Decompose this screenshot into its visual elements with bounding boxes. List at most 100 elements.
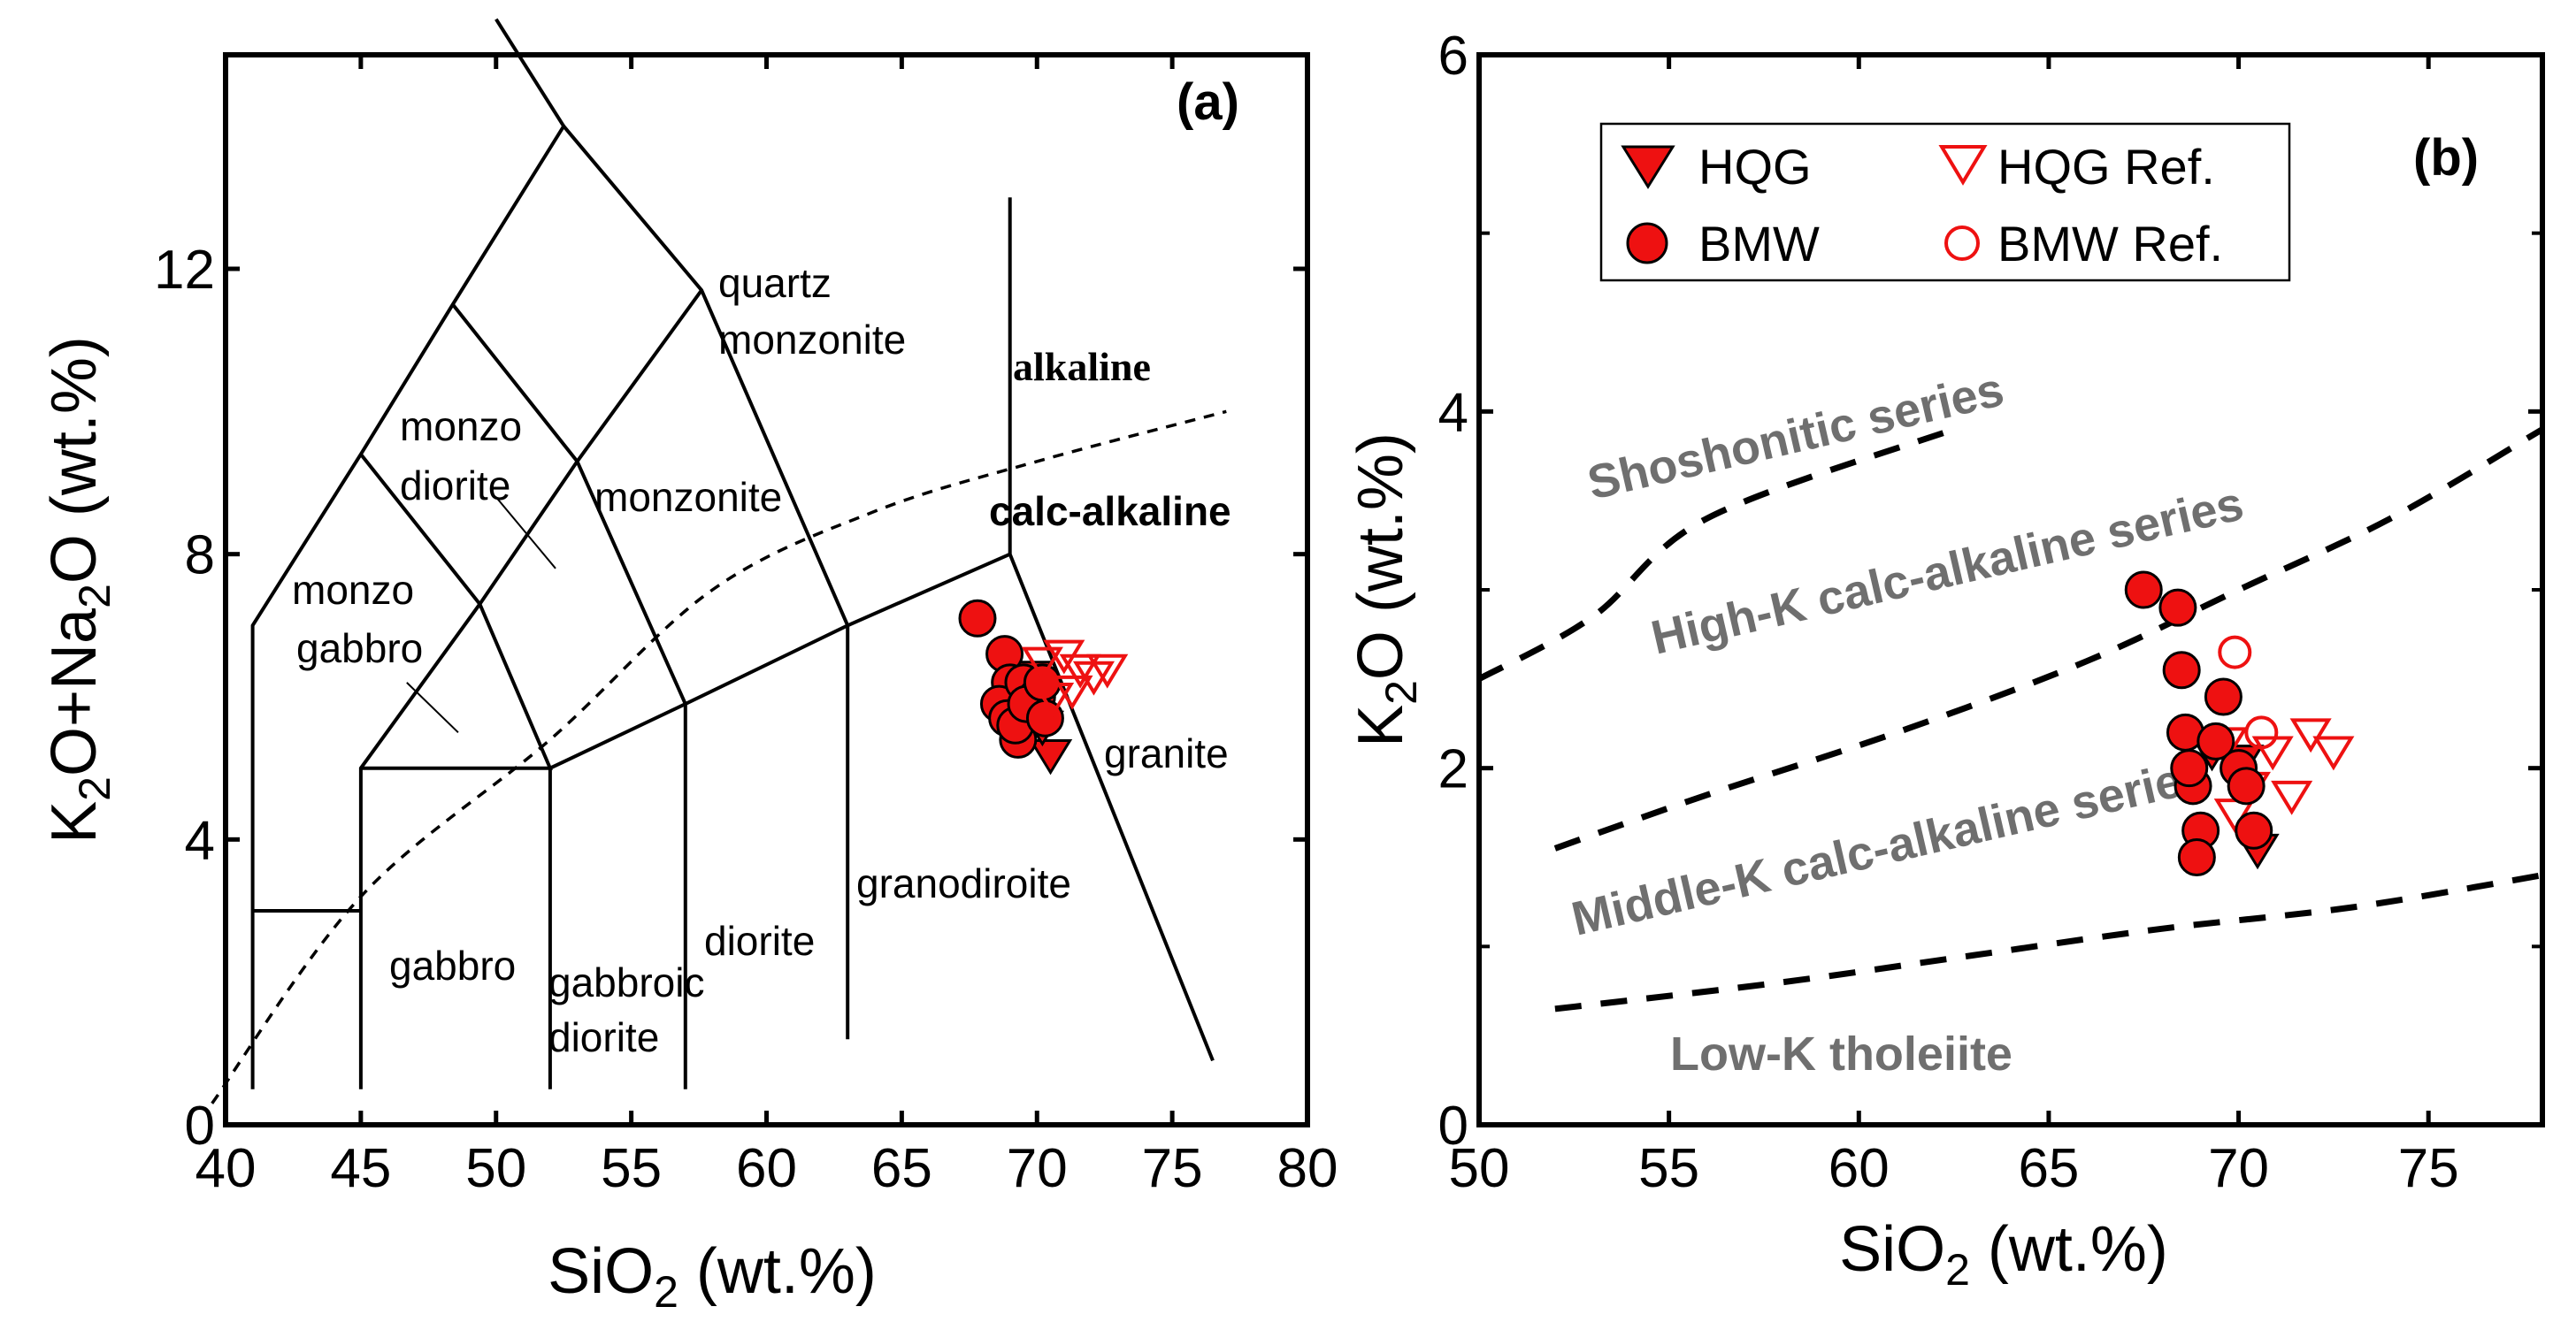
legend-label-hqg-ref: HQG Ref.	[1997, 139, 2215, 195]
point-bmw	[2158, 588, 2197, 627]
panel-b-x-tick-label: 50	[1449, 1138, 1510, 1199]
field-label-diorite: diorite	[704, 918, 815, 964]
field-label-quartz-monzonite: monzonite	[718, 317, 906, 363]
panel-a-y-tick-label: 4	[185, 810, 215, 871]
field-label-granite: granite	[1104, 730, 1229, 776]
point-hqg	[1028, 739, 1073, 776]
series-label-calc-alkaline: calc-alkaline	[989, 488, 1231, 534]
panel-b-x-tick-label: 75	[2398, 1138, 2459, 1199]
panel-a-x-tick-label: 60	[736, 1138, 797, 1199]
legend-marker-bmw-ref	[1944, 225, 1980, 261]
panel-b-x-axis-title: SiO2 (wt.%)	[1839, 1214, 2168, 1295]
legend-marker-bmw	[1626, 222, 1668, 264]
region-label-high-k: High-K calc-alkaline series	[1646, 477, 2248, 664]
panel-a-y-tick-label: 0	[185, 1096, 215, 1157]
panel-a-alkaline-boundary	[211, 409, 1227, 1104]
field-label-monzo-diorite-2: diorite	[400, 462, 510, 508]
field-label-gabbro: gabbro	[389, 943, 516, 989]
point-bmw	[2170, 749, 2209, 788]
point-hqg-ref	[1032, 683, 1075, 717]
panel-a: 40 45 50 55 60 65 70 75 80 0 4 8 12 (a) quartz monzo…	[39, 18, 1338, 1317]
panel-b-y-tick-label: 4	[1438, 382, 1468, 443]
point-bmw-ref	[2218, 635, 2252, 669]
point-bmw	[2204, 677, 2242, 716]
panel-b-x-tick-label: 60	[1828, 1138, 1890, 1199]
leader-line-monzodiorite	[494, 496, 556, 569]
field-label-monzonite: monzonite	[594, 474, 782, 520]
legend-label-bmw-ref: BMW Ref.	[1997, 216, 2223, 271]
panel-a-y-tick-label: 8	[185, 525, 215, 586]
field-label-quartz: quartz	[718, 260, 832, 306]
field-label-granodiroite: granodiroite	[856, 860, 1071, 906]
field-boundary-line	[250, 123, 1011, 1089]
point-bmw	[2162, 651, 2201, 690]
panel-a-x-tick-label: 55	[601, 1138, 662, 1199]
series-boundary-line	[1553, 426, 2544, 852]
alkaline-subalkaline-boundary	[211, 409, 1227, 1104]
point-hqg-ref	[2312, 736, 2355, 771]
panel-b-label: (b)	[2413, 129, 2479, 187]
panel-a-y-axis-title: K2O+Na2O (wt.%)	[39, 336, 119, 844]
point-hqg-ref	[1059, 653, 1101, 689]
point-hqg-ref	[1051, 675, 1093, 710]
point-bmw	[958, 599, 997, 638]
point-bmw	[2177, 838, 2216, 876]
point-bmw	[2227, 767, 2266, 806]
panel-a-x-tick-label: 45	[330, 1138, 391, 1199]
field-boundary-line	[548, 623, 849, 1089]
panel-a-x-tick-label: 75	[1142, 1138, 1203, 1199]
panel-a-x-tick-label: 40	[196, 1138, 257, 1199]
panel-b-ticks: 50 55 60 65 70 75 0 2 4 6	[1438, 26, 2542, 1199]
field-boundary-line	[451, 303, 687, 1089]
field-boundary-line	[494, 18, 565, 127]
point-bmw-ref	[2244, 715, 2279, 750]
panel-b-series-boundaries	[1477, 426, 2544, 1013]
field-boundary-line	[1008, 197, 1215, 1062]
panel-a-x-tick-label: 65	[871, 1138, 932, 1199]
field-label-monzo-gabbro-1: monzo	[292, 567, 414, 613]
panel-b-x-tick-label: 65	[2018, 1138, 2079, 1199]
panel-a-points	[958, 599, 1129, 776]
point-hqg-ref	[1021, 646, 1063, 682]
panel-b-x-tick-label: 55	[1638, 1138, 1699, 1199]
point-bmw	[2196, 722, 2235, 760]
field-label-gabbroic: gabbroic	[548, 959, 704, 1005]
panel-b-y-tick-label: 0	[1438, 1096, 1468, 1157]
field-boundary-line	[359, 453, 553, 770]
legend-label-bmw: BMW	[1698, 216, 1820, 271]
field-label-monzo-gabbro-2: gabbro	[296, 625, 423, 671]
point-bmw	[2235, 811, 2273, 850]
legend-marker-hqg-ref	[1938, 145, 1988, 186]
legend-marker-hqg	[1621, 145, 1675, 189]
field-label-gabbroic-diorite: diorite	[548, 1014, 659, 1060]
panel-b-points	[2124, 570, 2355, 876]
panel-a-x-axis-title: SiO2 (wt.%)	[548, 1236, 877, 1317]
panel-a-x-tick-label: 50	[465, 1138, 526, 1199]
leader-line-monzogabbro	[406, 682, 459, 734]
series-label-alkaline: alkaline	[1013, 344, 1151, 389]
panel-a-label: (a)	[1177, 73, 1239, 131]
region-label-low-k: Low-K tholeiite	[1670, 1028, 2012, 1081]
region-label-shoshonitic: Shoshonitic series	[1583, 363, 2008, 509]
point-bmw	[2124, 570, 2163, 609]
panel-b-y-tick-label: 6	[1438, 26, 1468, 87]
series-boundary-line	[1477, 426, 1955, 682]
point-hqg-ref	[2289, 718, 2332, 753]
panel-a-x-tick-label: 70	[1007, 1138, 1068, 1199]
panel-b-y-axis-title: K2O (wt.%)	[1346, 432, 1426, 747]
legend: HQG HQG Ref. BMW BMW Ref.	[1599, 122, 2291, 282]
point-hqg-ref	[2271, 780, 2313, 815]
panel-a-ticks: 40 45 50 55 60 65 70 75 80 0 4 8 12	[154, 55, 1338, 1199]
panel-b-y-tick-label: 2	[1438, 739, 1468, 800]
field-label-monzo-diorite-1: monzo	[400, 403, 522, 449]
panel-b-x-tick-label: 70	[2208, 1138, 2269, 1199]
panel-a-field-boundaries	[250, 18, 1215, 1089]
panel-b: 50 55 60 65 70 75 0 2 4 6 Shoshonitic series High…	[1346, 26, 2545, 1295]
panel-a-y-tick-label: 12	[154, 240, 215, 301]
legend-label-hqg: HQG	[1698, 139, 1812, 195]
region-label-middle-k: Middle-K calc-alkaline series	[1567, 748, 2212, 946]
point-hqg-ref	[2251, 736, 2294, 771]
panel-a-x-tick-label: 80	[1277, 1138, 1338, 1199]
point-hqg-ref	[1086, 653, 1129, 689]
